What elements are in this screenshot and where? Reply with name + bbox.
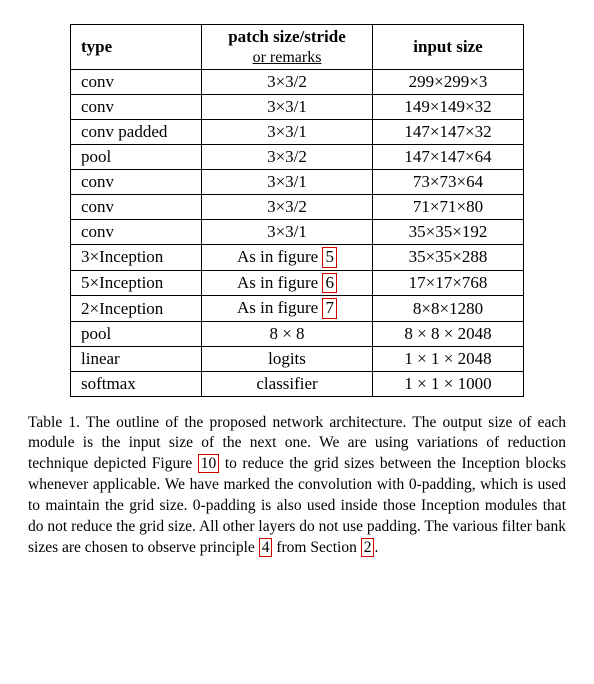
table-caption: Table 1. The outline of the proposed net… (28, 413, 566, 559)
cell-patch-text: As in figure (237, 247, 322, 266)
table-row: conv3×3/271×71×80 (71, 195, 524, 220)
table-row: 2×InceptionAs in figure 78×8×1280 (71, 296, 524, 322)
cell-input: 35×35×288 (373, 245, 524, 271)
cell-type: conv (71, 220, 202, 245)
cell-input: 17×17×768 (373, 270, 524, 296)
cell-patch: 3×3/1 (202, 120, 373, 145)
cell-patch: classifier (202, 372, 373, 397)
table-row: 5×InceptionAs in figure 617×17×768 (71, 270, 524, 296)
cell-patch: 3×3/1 (202, 220, 373, 245)
cell-input: 147×147×32 (373, 120, 524, 145)
caption-lead: Table 1. (28, 414, 80, 431)
table-row: conv3×3/2299×299×3 (71, 70, 524, 95)
cell-type: conv (71, 95, 202, 120)
cell-patch-text: As in figure (237, 298, 322, 317)
table-row: pool3×3/2147×147×64 (71, 145, 524, 170)
cell-patch: 3×3/2 (202, 195, 373, 220)
figure-ref-7[interactable]: 7 (322, 298, 337, 319)
header-input-text: input size (413, 37, 482, 56)
cell-type: pool (71, 145, 202, 170)
table-row: pool8 × 88 × 8 × 2048 (71, 322, 524, 347)
section-ref-2[interactable]: 2 (361, 538, 375, 557)
cell-input: 8 × 8 × 2048 (373, 322, 524, 347)
cell-type: 3×Inception (71, 245, 202, 271)
figure-ref-6[interactable]: 6 (322, 273, 337, 294)
header-type-text: type (81, 37, 112, 56)
cell-input: 149×149×32 (373, 95, 524, 120)
cell-type: pool (71, 322, 202, 347)
table-row: conv3×3/135×35×192 (71, 220, 524, 245)
cell-input: 35×35×192 (373, 220, 524, 245)
cell-input: 147×147×64 (373, 145, 524, 170)
table-row: softmaxclassifier1 × 1 × 1000 (71, 372, 524, 397)
cell-patch: 8 × 8 (202, 322, 373, 347)
caption-t4: . (374, 539, 378, 556)
cell-type: 2×Inception (71, 296, 202, 322)
caption-t3: from Section (272, 539, 360, 556)
figure-ref-10[interactable]: 10 (198, 454, 220, 473)
cell-type: linear (71, 347, 202, 372)
cell-patch: As in figure 6 (202, 270, 373, 296)
cell-input: 8×8×1280 (373, 296, 524, 322)
cell-patch: 3×3/2 (202, 70, 373, 95)
figure-ref-5[interactable]: 5 (322, 247, 337, 268)
table-row: 3×InceptionAs in figure 535×35×288 (71, 245, 524, 271)
header-patch: patch size/stride or remarks (202, 25, 373, 70)
cell-patch: 3×3/1 (202, 170, 373, 195)
cell-patch: 3×3/2 (202, 145, 373, 170)
cell-type: 5×Inception (71, 270, 202, 296)
cell-type: conv (71, 70, 202, 95)
principle-ref-4[interactable]: 4 (259, 538, 273, 557)
table-body: conv3×3/2299×299×3conv3×3/1149×149×32con… (71, 70, 524, 397)
cell-input: 71×71×80 (373, 195, 524, 220)
table-header-row: type patch size/stride or remarks input … (71, 25, 524, 70)
header-input: input size (373, 25, 524, 70)
header-patch-line1: patch size/stride (228, 27, 346, 46)
table-row: linearlogits1 × 1 × 2048 (71, 347, 524, 372)
cell-patch: logits (202, 347, 373, 372)
cell-input: 73×73×64 (373, 170, 524, 195)
cell-patch: As in figure 7 (202, 296, 373, 322)
cell-patch: 3×3/1 (202, 95, 373, 120)
cell-input: 1 × 1 × 1000 (373, 372, 524, 397)
cell-input: 299×299×3 (373, 70, 524, 95)
cell-type: conv (71, 195, 202, 220)
table-row: conv3×3/173×73×64 (71, 170, 524, 195)
cell-patch-text: As in figure (237, 273, 322, 292)
header-type: type (71, 25, 202, 70)
cell-type: conv (71, 170, 202, 195)
cell-input: 1 × 1 × 2048 (373, 347, 524, 372)
architecture-table: type patch size/stride or remarks input … (70, 24, 524, 397)
cell-type: conv padded (71, 120, 202, 145)
cell-type: softmax (71, 372, 202, 397)
cell-patch: As in figure 5 (202, 245, 373, 271)
table-row: conv padded3×3/1147×147×32 (71, 120, 524, 145)
header-patch-line2: or remarks (253, 49, 322, 66)
table-row: conv3×3/1149×149×32 (71, 95, 524, 120)
